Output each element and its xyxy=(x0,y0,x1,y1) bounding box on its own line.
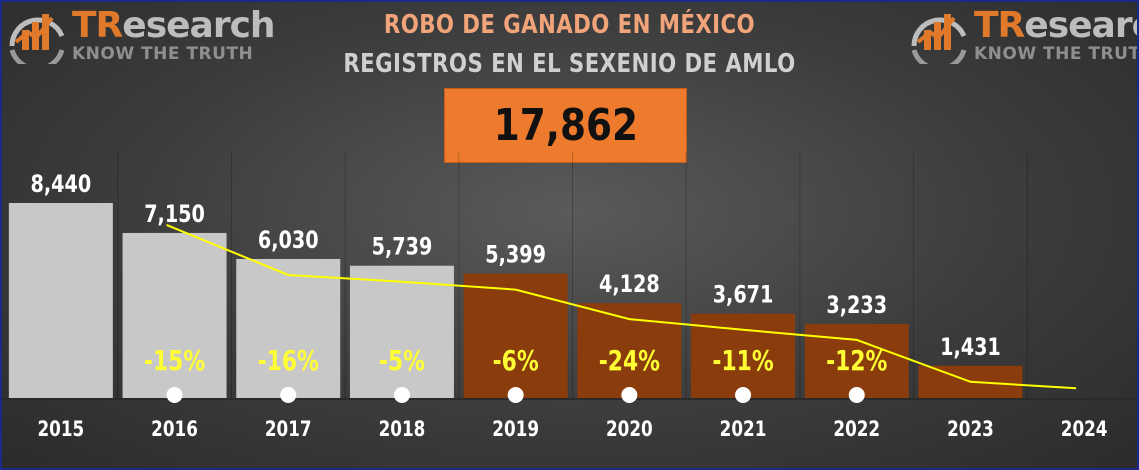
brand-tr: TR xyxy=(72,4,123,46)
pct-change-label-2017: -16% xyxy=(258,344,319,376)
total-box: 17,862 xyxy=(444,88,687,163)
value-label-2021: 3,671 xyxy=(713,282,774,310)
value-label-2018: 5,739 xyxy=(372,234,433,262)
chart-subtitle: REGISTROS EN EL SEXENIO DE AMLO xyxy=(343,49,796,79)
x-tick-label-2020: 2020 xyxy=(606,417,653,441)
tresearch-logo-icon xyxy=(6,6,68,72)
x-tick-label-2015: 2015 xyxy=(37,417,84,441)
brand-tagline: KNOW THE TRUTH xyxy=(974,43,1139,64)
brand-tagline: KNOW THE TRUTH xyxy=(72,43,254,64)
pct-change-label-2022: -12% xyxy=(826,344,887,376)
year-marker-dot xyxy=(621,387,638,403)
x-tick-label-2023: 2023 xyxy=(947,417,994,441)
value-label-2023: 1,431 xyxy=(940,334,1001,362)
x-tick-label-2024: 2024 xyxy=(1061,417,1108,441)
x-tick-label-2021: 2021 xyxy=(720,417,767,441)
bar-2015 xyxy=(8,203,113,399)
value-label-2016: 7,150 xyxy=(144,201,205,229)
x-tick-label-2022: 2022 xyxy=(833,417,880,441)
year-marker-dot xyxy=(735,387,752,403)
brand-rest: esearch xyxy=(122,4,275,46)
x-tick-label-2018: 2018 xyxy=(379,417,426,441)
pct-change-label-2020: -24% xyxy=(599,344,660,376)
brand-rest: esearch xyxy=(1024,4,1137,46)
trend-line xyxy=(166,224,1077,390)
year-marker-dot xyxy=(280,387,297,403)
bar-2018 xyxy=(349,265,454,399)
pct-change-label-2019: -6% xyxy=(493,344,539,376)
tresearch-logo-icon xyxy=(908,6,970,72)
x-tick-label-2019: 2019 xyxy=(492,417,539,441)
value-label-2020: 4,128 xyxy=(599,271,660,299)
year-marker-dot xyxy=(848,387,865,403)
x-tick-label-2017: 2017 xyxy=(265,417,312,441)
bar-2019 xyxy=(463,273,568,399)
pct-change-label-2016: -15% xyxy=(144,344,205,376)
bar-2017 xyxy=(236,258,341,399)
brand-tr: TR xyxy=(974,4,1025,46)
value-label-2017: 6,030 xyxy=(258,227,319,255)
logo-left: TResearch KNOW THE TRUTH xyxy=(6,4,276,72)
pct-change-label-2021: -11% xyxy=(712,344,773,376)
x-tick-label-2016: 2016 xyxy=(151,417,198,441)
year-marker-dot xyxy=(393,387,410,403)
bar-2016 xyxy=(122,232,227,399)
value-label-2022: 3,233 xyxy=(826,292,887,320)
total-value: 17,862 xyxy=(493,100,638,151)
chart-title: ROBO DE GANADO EN MÉXICO xyxy=(383,10,756,40)
logo-right: TResearch KNOW THE TRUTH xyxy=(908,4,1139,72)
bar-2021 xyxy=(691,313,796,399)
year-marker-dot xyxy=(507,387,524,403)
pct-change-label-2018: -5% xyxy=(379,344,425,376)
value-label-2019: 5,399 xyxy=(485,242,546,270)
year-marker-dot xyxy=(166,387,183,403)
value-label-2015: 8,440 xyxy=(31,171,92,199)
